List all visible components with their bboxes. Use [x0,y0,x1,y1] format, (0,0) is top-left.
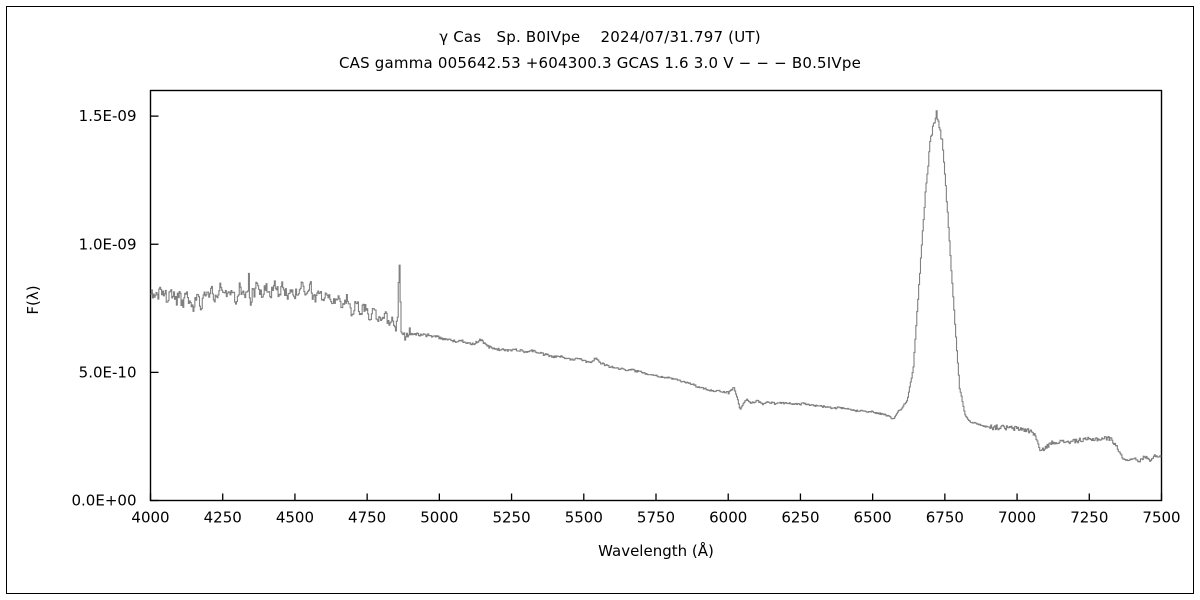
x-tick-label: 5750 [637,509,675,527]
x-tick-label: 6750 [926,509,964,527]
x-tick-label: 4250 [204,509,242,527]
y-axis-tick-labels: 0.0E+00 5.0E-10 1.0E-09 1.5E-09 [72,107,137,509]
x-tick-label: 7000 [998,509,1036,527]
window-border [6,6,1194,594]
y-axis-title: F(λ) [24,285,42,314]
x-axis-tick-labels: 4000 4250 4500 4750 5000 5250 5500 5750 6000 6250… [131,509,1180,527]
y-axis-ticks [150,115,159,502]
x-tick-label: 5500 [565,509,603,527]
y-tick-label: 0.0E+00 [72,492,137,510]
x-tick-label: 7500 [1142,509,1180,527]
y-tick-label: 1.5E-09 [79,107,137,125]
x-tick-label: 6500 [854,509,892,527]
x-tick-label: 4750 [348,509,386,527]
x-tick-label: 5000 [420,509,458,527]
x-axis-title: Wavelength (Å) [598,541,714,560]
y-tick-label: 5.0E-10 [79,363,137,381]
spectrum-trace-group [150,110,1162,463]
y-tick-label: 1.0E-09 [79,235,137,253]
plot-frame [149,89,1163,502]
x-tick-label: 6250 [781,509,819,527]
x-tick-label: 4500 [276,509,314,527]
x-tick-label: 4000 [131,509,169,527]
x-tick-label: 6000 [709,509,747,527]
x-tick-label: 5250 [492,509,530,527]
spectrum-trace [150,110,1162,463]
x-tick-label: 7250 [1070,509,1108,527]
x-axis-ticks [149,493,1163,501]
